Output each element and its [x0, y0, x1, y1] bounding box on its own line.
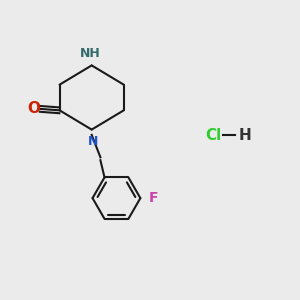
Text: O: O: [27, 101, 40, 116]
Text: H: H: [239, 128, 252, 143]
Text: Cl: Cl: [205, 128, 221, 143]
Text: F: F: [149, 191, 159, 205]
Text: NH: NH: [80, 47, 101, 60]
Text: N: N: [88, 135, 98, 148]
